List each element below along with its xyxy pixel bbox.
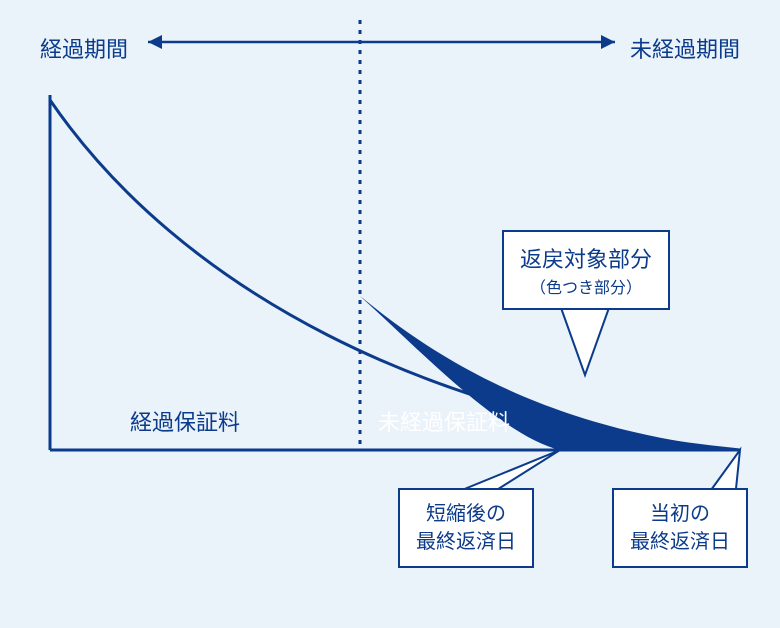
- unelapsed-fee-label: 未経過保証料: [378, 405, 510, 437]
- diagram-container: 経過期間 未経過期間 経過保証料 未経過保証料 返戻対象部分 （色つき部分） 短…: [0, 0, 780, 628]
- arrow-right-head: [601, 35, 615, 49]
- refund-main-text: 返戻対象部分: [520, 242, 652, 274]
- elapsed-fee-label: 経過保証料: [130, 405, 240, 437]
- original-callout: 当初の 最終返済日: [612, 488, 748, 568]
- refund-pointer: [560, 305, 610, 375]
- unelapsed-period-label: 未経過期間: [630, 32, 740, 64]
- shortened-line1: 短縮後の: [416, 500, 516, 528]
- shortened-callout: 短縮後の 最終返済日: [398, 488, 534, 568]
- arrow-left-head: [148, 35, 162, 49]
- elapsed-period-label: 経過期間: [40, 32, 128, 64]
- refund-callout: 返戻対象部分 （色つき部分）: [502, 230, 670, 310]
- original-line2: 最終返済日: [630, 528, 730, 556]
- original-line1: 当初の: [630, 500, 730, 528]
- shortened-line2: 最終返済日: [416, 528, 516, 556]
- refund-sub-text: （色つき部分）: [520, 274, 652, 298]
